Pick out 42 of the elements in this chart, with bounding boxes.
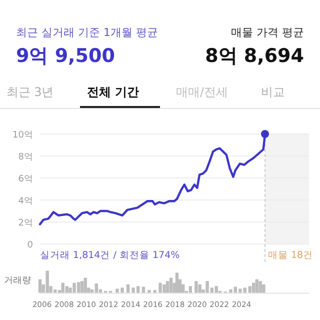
bar xyxy=(262,284,266,293)
bar xyxy=(158,282,162,293)
y-tick-label: 0 xyxy=(27,240,34,250)
ref-line-label: 매물 18건 xyxy=(268,250,314,261)
bar xyxy=(194,281,198,293)
bar xyxy=(148,290,151,293)
bar xyxy=(94,283,98,293)
bar xyxy=(175,272,179,293)
text: 8억 8,694 xyxy=(205,45,304,67)
bar xyxy=(38,279,42,293)
text: 비교 xyxy=(261,85,285,99)
bar xyxy=(198,284,202,293)
text: 최근 3년 xyxy=(6,85,54,99)
bar xyxy=(126,284,130,293)
bar xyxy=(61,282,64,293)
bar xyxy=(169,278,173,293)
bar xyxy=(258,281,262,293)
text: 매매/전세 xyxy=(176,85,228,99)
text: 전체 기간 xyxy=(86,85,140,99)
text: 최근 실거래 기준 1개월 평균 xyxy=(16,26,158,39)
y-tick-label: 6억 xyxy=(18,174,33,184)
y-tick-label: 10억 xyxy=(12,130,33,140)
y-axis-title: 거래량 xyxy=(4,276,31,286)
y-tick-label: 4억 xyxy=(18,196,33,206)
text: 9억 9,500 xyxy=(16,45,115,67)
bar xyxy=(248,286,252,293)
bar xyxy=(46,270,49,293)
bar xyxy=(65,286,68,293)
y-tick-label: 8억 xyxy=(18,152,33,162)
text: 실거래 1,814건 / 회전율 174% xyxy=(40,250,180,261)
bar xyxy=(188,286,192,293)
bar xyxy=(252,282,256,293)
y-tick-label: 2억 xyxy=(18,218,33,228)
bar xyxy=(153,290,156,293)
bar xyxy=(80,281,84,293)
bar xyxy=(214,286,218,293)
bar xyxy=(166,281,170,293)
bar xyxy=(76,282,80,293)
bar xyxy=(162,284,166,293)
bar xyxy=(84,278,87,293)
text: 매물 가격 평균 xyxy=(231,26,304,39)
bar xyxy=(72,282,76,293)
